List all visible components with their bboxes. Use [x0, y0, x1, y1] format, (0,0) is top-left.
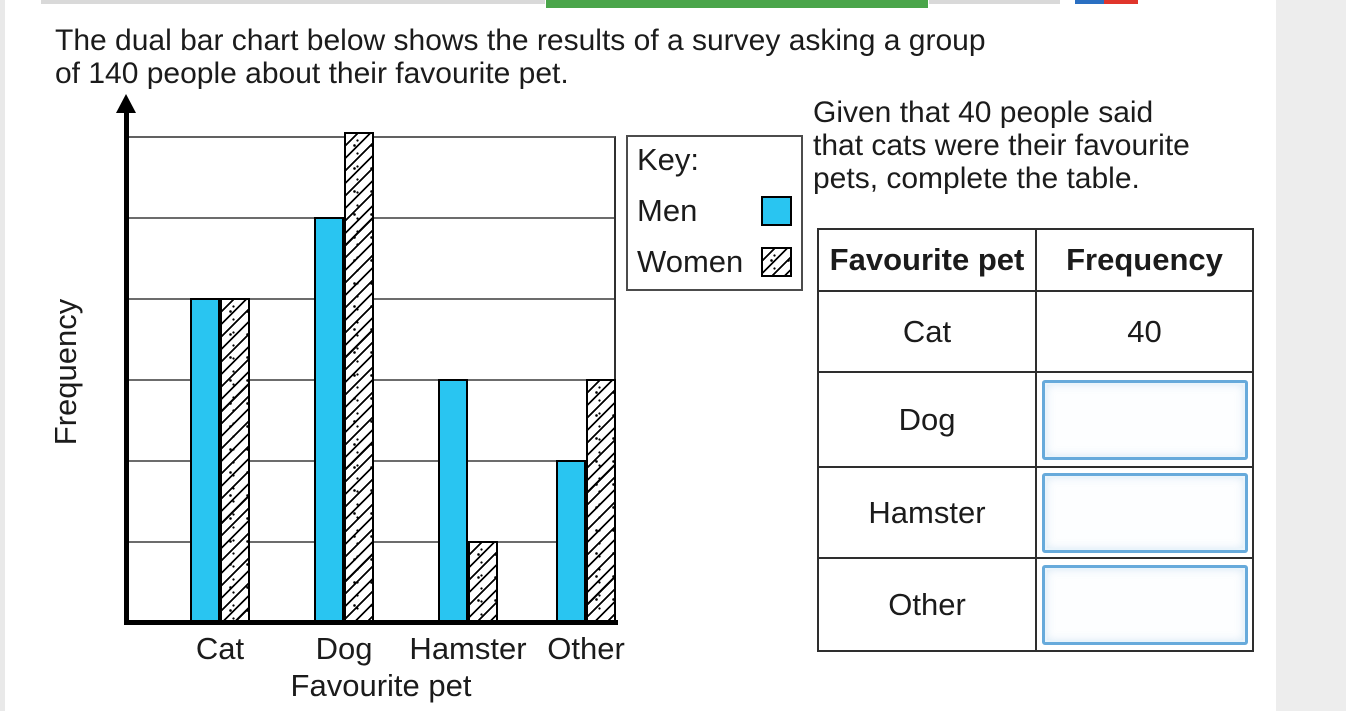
- legend-row-women: Women: [637, 244, 792, 280]
- legend-title-row: Key:: [637, 142, 792, 178]
- legend-box: Key: Men Women: [626, 135, 803, 291]
- bar-women-other: [586, 379, 616, 622]
- intro-line-1: The dual bar chart below shows the resul…: [55, 24, 986, 57]
- frequency-input-dog[interactable]: [1041, 379, 1248, 460]
- logo-fragment-red: [1104, 0, 1138, 4]
- frequency-input-hamster[interactable]: [1041, 472, 1248, 553]
- question-line-3: pets, complete the table.: [813, 162, 1140, 195]
- table-row: Dog: [817, 371, 1254, 468]
- x-tick-label-other: Other: [547, 631, 625, 666]
- legend-label-women: Women: [637, 244, 744, 279]
- x-axis-line: [124, 620, 618, 625]
- y-axis-arrow-icon: [116, 94, 136, 113]
- table-header-row: Favourite pet Frequency: [817, 228, 1254, 292]
- legend-swatch-men-icon: [761, 196, 792, 226]
- frequency-table: Favourite pet Frequency Cat 40 Dog Hamst…: [817, 228, 1254, 652]
- x-tick-label-cat: Cat: [195, 631, 245, 666]
- frequency-input-other[interactable]: [1041, 564, 1248, 645]
- question-line-2: that cats were their favourite: [813, 129, 1190, 162]
- legend-title: Key:: [637, 142, 700, 177]
- table-row: Hamster: [817, 466, 1254, 559]
- page-left-margin: [0, 0, 5, 711]
- question-paragraph: Given that 40 people said that cats were…: [813, 96, 1190, 195]
- bar-men-other: [556, 460, 586, 622]
- bar-men-hamster: [438, 379, 468, 622]
- intro-line-2: of 140 people about their favourite pet.: [55, 57, 569, 90]
- toolbar-fragment-right: [929, 0, 1060, 4]
- table-row: Other: [817, 557, 1254, 652]
- table-header-pet: Favourite pet: [817, 228, 1037, 292]
- legend-label-men: Men: [637, 193, 698, 228]
- y-axis-label: Frequency: [48, 298, 83, 446]
- bar-men-cat: [190, 298, 220, 622]
- legend-swatch-women-icon: [761, 247, 792, 277]
- table-row: Cat 40: [817, 290, 1254, 373]
- legend-row-men: Men: [637, 193, 792, 229]
- table-cell-frequency-hamster: [1035, 466, 1254, 559]
- toolbar-fragment-left: [41, 0, 545, 4]
- table-cell-frequency-dog: [1035, 371, 1254, 468]
- page-right-margin: [1276, 0, 1346, 711]
- bar-women-dog: [344, 132, 374, 622]
- table-header-frequency: Frequency: [1035, 228, 1254, 292]
- table-cell-pet-hamster: Hamster: [817, 466, 1037, 559]
- x-axis-label: Favourite pet: [290, 668, 472, 703]
- logo-fragment-blue: [1075, 0, 1104, 4]
- bar-men-dog: [314, 217, 344, 622]
- table-cell-frequency-cat: 40: [1035, 290, 1254, 373]
- table-cell-pet-cat: Cat: [817, 290, 1037, 373]
- intro-paragraph: The dual bar chart below shows the resul…: [55, 24, 986, 90]
- table-cell-pet-dog: Dog: [817, 371, 1037, 468]
- y-axis-line: [124, 110, 129, 624]
- toolbar-progress-bar-green: [546, 0, 928, 8]
- table-cell-frequency-other: [1035, 557, 1254, 652]
- question-line-1: Given that 40 people said: [813, 96, 1154, 129]
- bar-women-hamster: [468, 541, 498, 622]
- x-tick-label-dog: Dog: [315, 631, 373, 666]
- x-tick-label-hamster: Hamster: [409, 631, 527, 666]
- table-cell-pet-other: Other: [817, 557, 1037, 652]
- bar-women-cat: [220, 298, 250, 622]
